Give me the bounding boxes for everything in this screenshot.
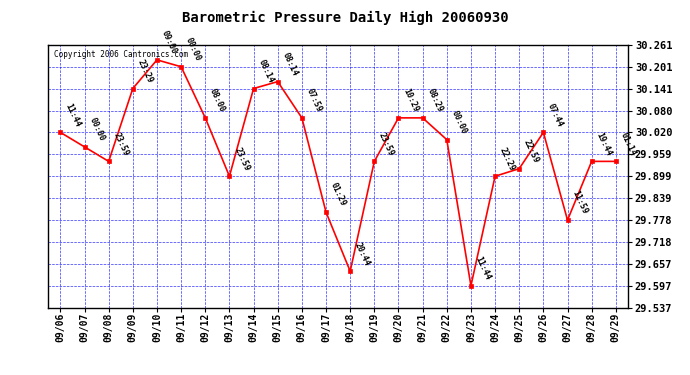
Text: 08:14: 08:14 <box>257 58 275 84</box>
Text: 23:59: 23:59 <box>377 131 396 157</box>
Text: 11:44: 11:44 <box>63 102 82 128</box>
Text: 08:29: 08:29 <box>426 87 444 114</box>
Text: 23:59: 23:59 <box>112 131 130 157</box>
Text: 07:59: 07:59 <box>305 87 324 114</box>
Text: 08:00: 08:00 <box>208 87 227 114</box>
Text: 09:00: 09:00 <box>160 29 179 56</box>
Text: 00:00: 00:00 <box>450 109 469 135</box>
Text: 08:14: 08:14 <box>281 51 299 78</box>
Text: Barometric Pressure Daily High 20060930: Barometric Pressure Daily High 20060930 <box>181 11 509 26</box>
Text: 11:44: 11:44 <box>474 255 493 282</box>
Text: 20:44: 20:44 <box>353 241 372 267</box>
Text: 22:59: 22:59 <box>522 138 541 165</box>
Text: 00:00: 00:00 <box>88 116 106 143</box>
Text: 23:29: 23:29 <box>136 58 155 84</box>
Text: 07:44: 07:44 <box>546 102 565 128</box>
Text: 00:00: 00:00 <box>184 36 203 63</box>
Text: 22:29: 22:29 <box>498 146 517 172</box>
Text: Copyright 2006 Cantronics.com: Copyright 2006 Cantronics.com <box>54 50 188 59</box>
Text: 10:29: 10:29 <box>402 87 420 114</box>
Text: 11:59: 11:59 <box>571 189 589 216</box>
Text: 23:59: 23:59 <box>233 146 251 172</box>
Text: 19:44: 19:44 <box>595 131 613 157</box>
Text: 01:29: 01:29 <box>329 182 348 208</box>
Text: 01:14: 01:14 <box>619 131 638 157</box>
